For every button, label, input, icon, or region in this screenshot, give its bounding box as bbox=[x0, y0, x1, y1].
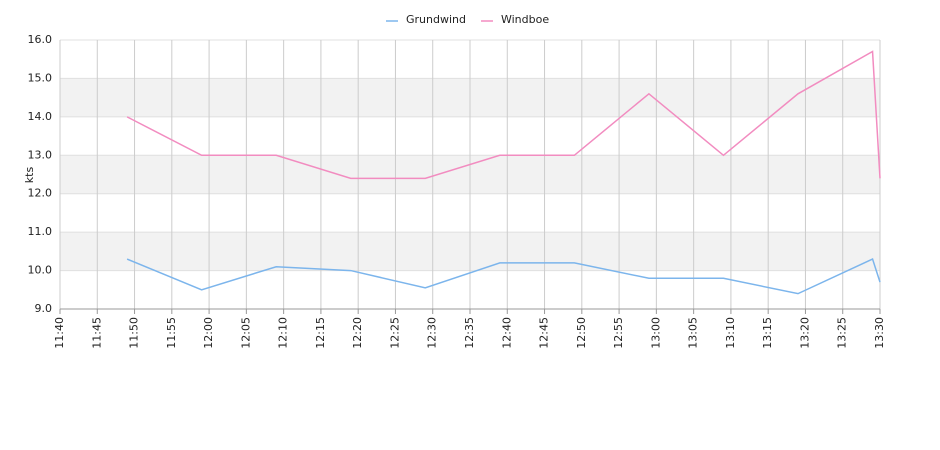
x-tick-label: 12:25 bbox=[388, 317, 401, 349]
x-tick-label: 13:10 bbox=[724, 317, 737, 349]
y-tick-label: 15.0 bbox=[28, 71, 53, 84]
y-tick-label: 10.0 bbox=[28, 264, 53, 277]
x-tick-label: 12:05 bbox=[239, 317, 252, 349]
x-tick-label: 13:00 bbox=[649, 317, 662, 349]
legend-text[interactable]: Windboe bbox=[501, 13, 549, 26]
series-line bbox=[126, 258, 881, 295]
x-tick-label: 11:55 bbox=[165, 317, 178, 349]
y-tick-label: 12.0 bbox=[28, 187, 53, 200]
x-tick-label: 12:45 bbox=[538, 317, 551, 349]
y-axis-label: kts bbox=[23, 167, 36, 184]
legend-text[interactable]: Grundwind bbox=[406, 13, 466, 26]
x-tick-label: 11:50 bbox=[128, 317, 141, 349]
y-tick-label: 9.0 bbox=[35, 302, 53, 315]
y-tick-label: 13.0 bbox=[28, 148, 53, 161]
x-tick-label: 12:50 bbox=[575, 317, 588, 349]
series-line bbox=[126, 50, 881, 180]
x-tick-label: 12:15 bbox=[314, 317, 327, 349]
y-tick-label: 11.0 bbox=[28, 225, 53, 238]
x-tick-label: 13:15 bbox=[761, 317, 774, 349]
x-tick-label: 13:30 bbox=[873, 317, 886, 349]
x-tick-label: 12:00 bbox=[202, 317, 215, 349]
x-tick-label: 12:35 bbox=[463, 317, 476, 349]
x-tick-label: 12:40 bbox=[500, 317, 513, 349]
x-tick-label: 13:25 bbox=[836, 317, 849, 349]
x-tick-label: 12:30 bbox=[426, 317, 439, 349]
x-tick-label: 12:20 bbox=[351, 317, 364, 349]
x-tick-label: 12:10 bbox=[277, 317, 290, 349]
x-tick-label: 11:40 bbox=[53, 317, 66, 349]
y-tick-label: 16.0 bbox=[28, 33, 53, 46]
y-tick-label: 14.0 bbox=[28, 110, 53, 123]
x-tick-label: 12:55 bbox=[612, 317, 625, 349]
x-tick-label: 11:45 bbox=[90, 317, 103, 349]
x-tick-label: 13:20 bbox=[798, 317, 811, 349]
x-tick-label: 13:05 bbox=[687, 317, 700, 349]
